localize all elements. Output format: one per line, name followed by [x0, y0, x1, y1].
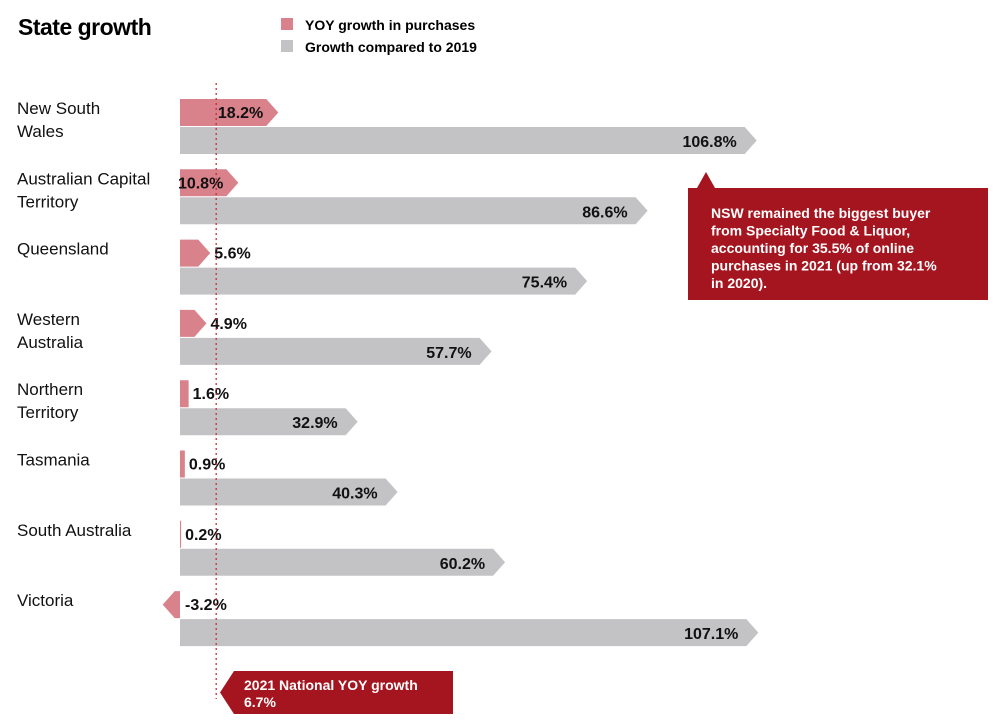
bar-label-2019: 60.2%: [440, 556, 485, 573]
state-label: Western Australia: [17, 310, 84, 352]
bar-label-2019: 75.4%: [522, 275, 567, 292]
bar-label-yoy: -3.2%: [185, 597, 227, 614]
bar-growth-2019: [180, 197, 648, 225]
bar-yoy: [180, 99, 279, 126]
bar-label-yoy: 0.9%: [189, 457, 225, 474]
bar-yoy: [180, 309, 207, 337]
bar-label-yoy: 4.9%: [210, 316, 246, 333]
callout-box: [688, 172, 988, 300]
bar-growth-2019: [180, 548, 506, 576]
bar-growth-2019: [180, 478, 398, 506]
legend-swatch-yoy: [281, 18, 293, 30]
chart-title: State growth: [18, 14, 151, 40]
bar-yoy: [180, 169, 239, 197]
bar-label-2019: 40.3%: [332, 486, 377, 503]
bar-label-yoy: 18.2%: [218, 105, 263, 122]
state-label: South Australia: [17, 521, 132, 540]
national-tag-shape: [220, 671, 453, 714]
bar-growth-2019: [180, 337, 492, 365]
bar-growth-2019: [180, 619, 759, 647]
legend-swatch-2019: [281, 40, 293, 52]
legend-label-yoy: YOY growth in purchases: [305, 17, 475, 33]
callout-line-1: NSW remained the biggest buyer: [711, 205, 931, 221]
bar-label-yoy: 10.8%: [178, 175, 223, 192]
state-label: New South Wales: [17, 99, 100, 141]
bar-label-2019: 32.9%: [292, 415, 337, 432]
bar-yoy: [180, 520, 182, 548]
bar-growth-2019: [180, 127, 757, 154]
bar-growth-2019: [180, 408, 358, 436]
national-tag-value: 6.7%: [244, 694, 276, 710]
bar-yoy: [180, 450, 185, 478]
labels-layer: New South Wales 18.2% 106.8% Australian Capi…: [17, 99, 738, 643]
bar-label-2019: 106.8%: [682, 134, 736, 151]
national-yoy-tag: 2021 National YOY growth 6.7%: [220, 671, 453, 714]
state-label: Victoria: [17, 591, 74, 610]
state-label: Australian Capital Territory: [17, 169, 150, 211]
national-tag-label: 2021 National YOY growth: [244, 677, 418, 693]
state-label: Northern Territory: [17, 380, 83, 422]
bar-yoy: [180, 380, 189, 408]
callout-line-5: in 2020).: [711, 275, 767, 291]
bar-label-yoy: 1.6%: [193, 386, 229, 403]
state-label: Tasmania: [17, 451, 90, 470]
callout-line-3: accounting for 35.5% of online: [711, 240, 914, 256]
bar-growth-2019: [180, 267, 588, 295]
bar-label-2019: 107.1%: [684, 626, 738, 643]
bar-label-2019: 57.7%: [426, 345, 471, 362]
bar-yoy: [162, 591, 180, 619]
legend-label-2019: Growth compared to 2019: [305, 39, 477, 55]
nsw-annotation-callout: NSW remained the biggest buyer from Spec…: [688, 172, 988, 300]
bar-yoy: [180, 239, 211, 267]
state-label: Queensland: [17, 240, 109, 259]
bars-layer: [162, 99, 759, 647]
callout-line-2: from Specialty Food & Liquor,: [711, 223, 910, 239]
callout-line-4: purchases in 2021 (up from 32.1%: [711, 258, 937, 274]
bar-label-2019: 86.6%: [582, 204, 627, 221]
bar-label-yoy: 0.2%: [185, 527, 221, 544]
bar-label-yoy: 5.6%: [214, 246, 250, 263]
